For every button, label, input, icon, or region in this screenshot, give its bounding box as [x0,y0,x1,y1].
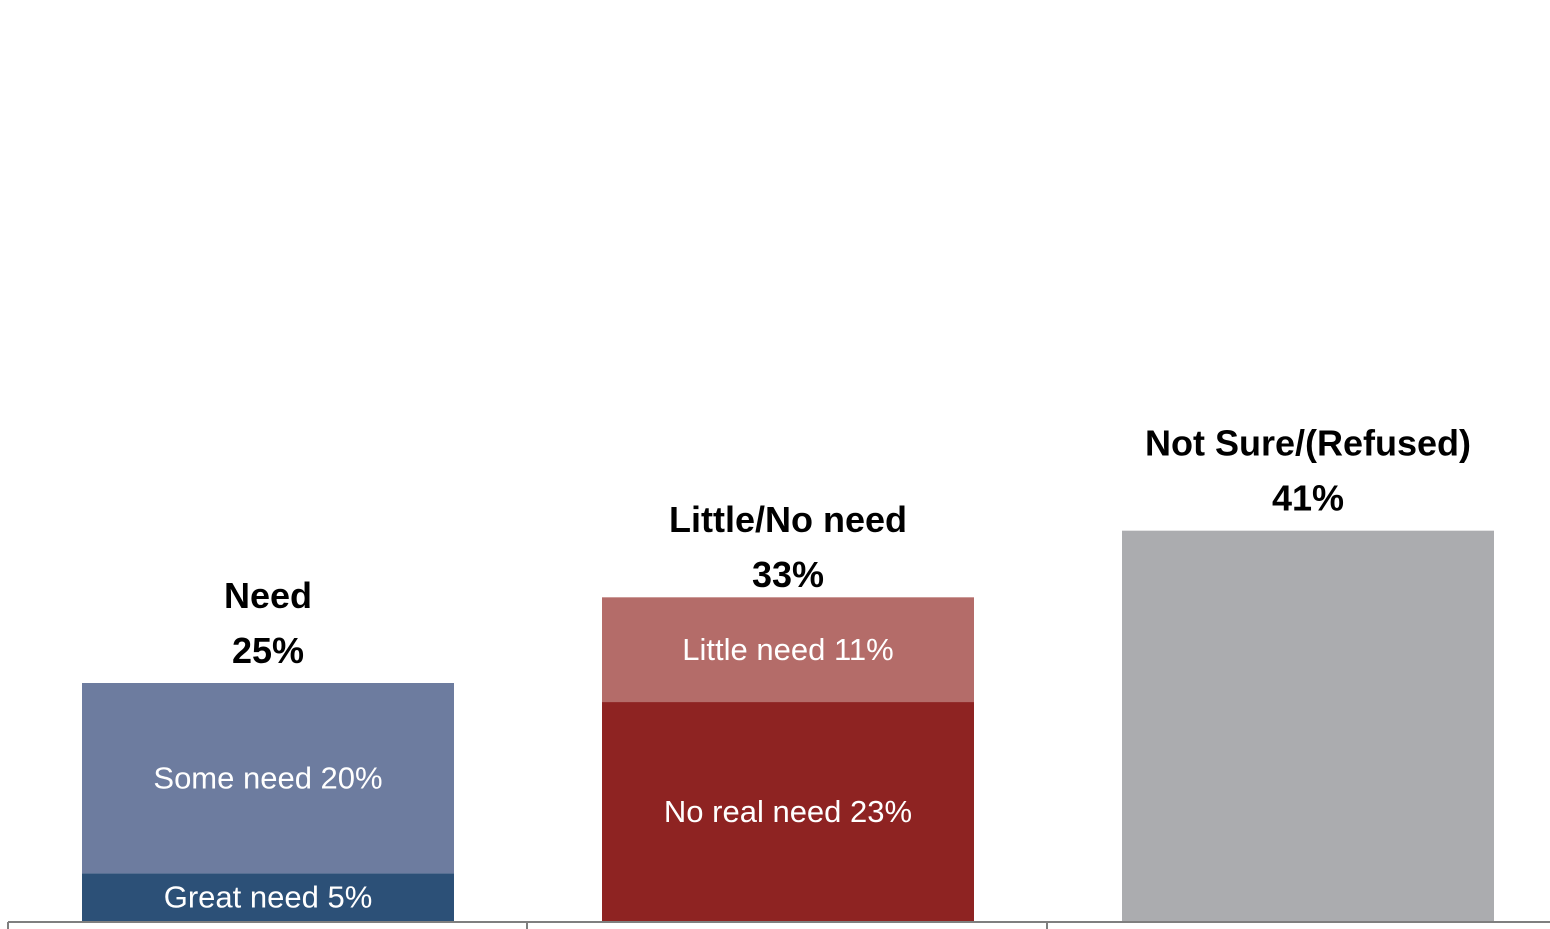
bar-segment-need-1 [82,683,454,874]
bar-segment-little-no-need-1 [602,597,974,703]
bar-segment-need-0 [82,873,454,921]
segment-label-little-no-need-1: Little need 11% [682,632,893,667]
bars-group [82,530,1494,921]
category-label-need: Need [224,575,312,616]
segment-label-little-no-need-0: No real need 23% [664,794,912,829]
segment-label-need-1: Some need 20% [153,761,382,796]
category-label-not-sure-refused: Not Sure/(Refused) [1145,423,1471,464]
bar-segment-not-sure-refused-0 [1122,530,1494,921]
bar-segment-little-no-need-0 [602,702,974,921]
total-value-label-little-no-need: 33% [752,554,824,595]
category-label-little-no-need: Little/No need [669,499,907,540]
segment-label-need-0: Great need 5% [164,880,373,915]
labels-group: Great need 5% Some need 20% Need 25% No real… [153,423,1471,915]
total-value-label-need: 25% [232,630,304,671]
total-value-label-not-sure-refused: 41% [1272,478,1344,519]
x-axis [7,921,1550,929]
